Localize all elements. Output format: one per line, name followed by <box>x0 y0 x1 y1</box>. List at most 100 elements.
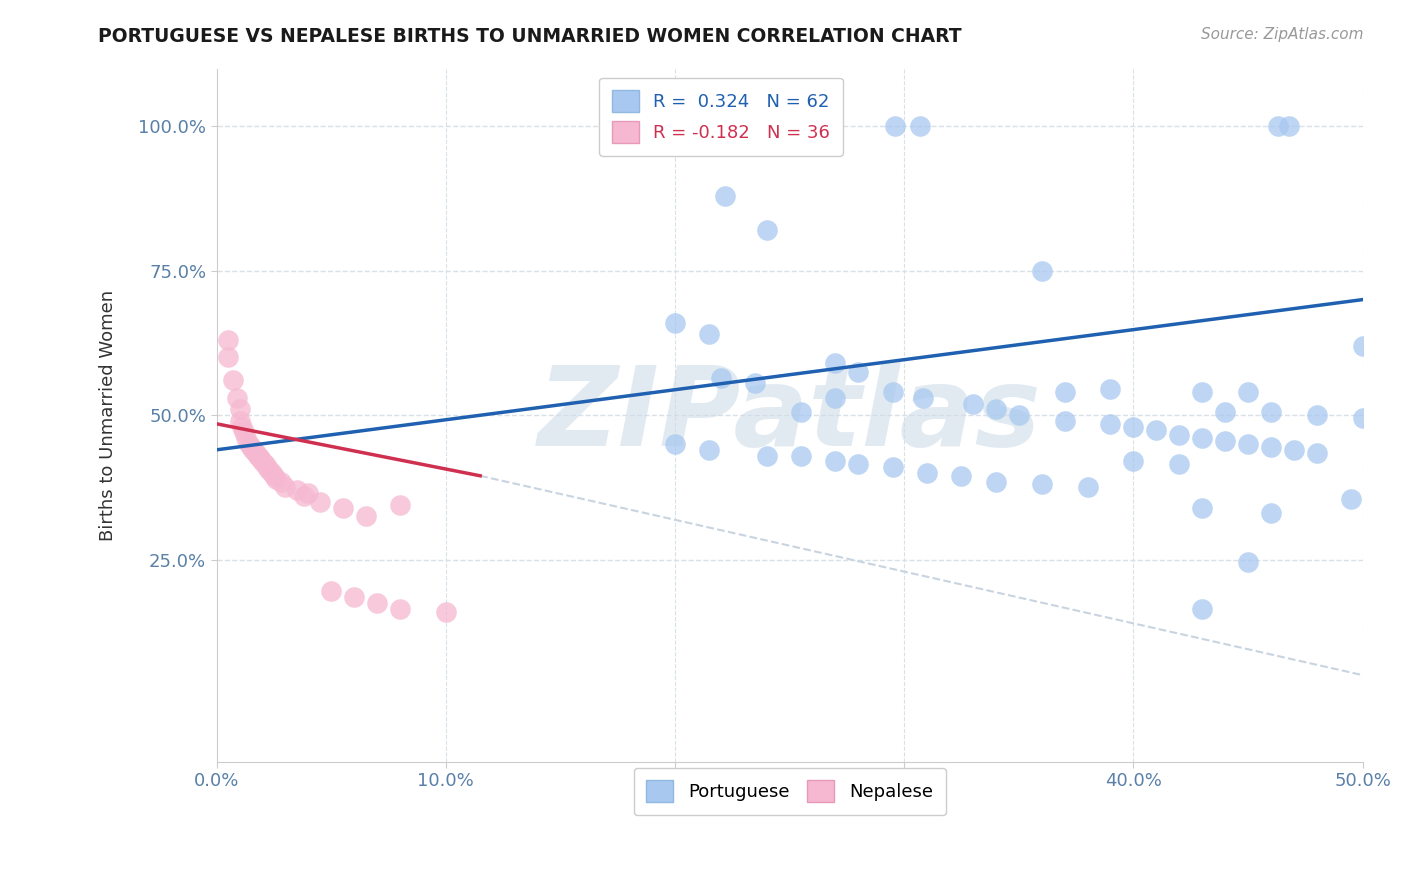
Point <box>263 468 285 483</box>
Point <box>1031 477 1053 491</box>
Point <box>249 451 271 466</box>
Point <box>984 402 1007 417</box>
Point <box>1351 339 1374 353</box>
Point <box>217 351 239 365</box>
Point <box>1008 408 1031 422</box>
Point <box>245 446 267 460</box>
Point <box>1144 423 1167 437</box>
Point <box>242 442 264 457</box>
Point <box>790 405 813 419</box>
Point <box>1398 351 1406 365</box>
Point <box>259 463 281 477</box>
Point <box>228 414 250 428</box>
Point <box>884 120 907 134</box>
Point <box>755 223 778 237</box>
Point <box>846 457 869 471</box>
Point <box>984 475 1007 489</box>
Point <box>1053 414 1076 428</box>
Point <box>228 402 250 417</box>
Y-axis label: Births to Unmarried Women: Births to Unmarried Women <box>100 290 117 541</box>
Point <box>264 472 287 486</box>
Point <box>1053 385 1076 400</box>
Point <box>217 333 239 347</box>
Point <box>664 316 686 330</box>
Point <box>308 495 330 509</box>
Point <box>824 454 846 468</box>
Point <box>1099 417 1122 431</box>
Point <box>911 391 934 405</box>
Point <box>1168 457 1191 471</box>
Point <box>1076 480 1098 494</box>
Point <box>240 440 263 454</box>
Point <box>824 391 846 405</box>
Point <box>1351 411 1374 425</box>
Point <box>1122 419 1144 434</box>
Point <box>1306 446 1329 460</box>
Point <box>908 120 931 134</box>
Text: ZIPatlas: ZIPatlas <box>537 361 1042 468</box>
Point <box>238 437 260 451</box>
Point <box>260 466 283 480</box>
Point <box>846 365 869 379</box>
Point <box>882 385 904 400</box>
Point <box>1191 500 1213 515</box>
Point <box>962 396 984 410</box>
Point <box>253 457 276 471</box>
Point <box>1213 434 1236 449</box>
Point <box>1278 120 1301 134</box>
Point <box>714 188 737 202</box>
Point <box>1237 385 1260 400</box>
Point <box>246 449 269 463</box>
Point <box>1260 440 1282 454</box>
Text: PORTUGUESE VS NEPALESE BIRTHS TO UNMARRIED WOMEN CORRELATION CHART: PORTUGUESE VS NEPALESE BIRTHS TO UNMARRI… <box>98 27 962 45</box>
Point <box>270 475 292 489</box>
Point <box>915 466 938 480</box>
Point <box>252 454 274 468</box>
Point <box>1260 507 1282 521</box>
Point <box>790 449 813 463</box>
Point <box>1031 263 1053 277</box>
Point <box>1168 428 1191 442</box>
Point <box>235 431 257 445</box>
Point <box>1191 385 1213 400</box>
Point <box>354 509 377 524</box>
Point <box>388 498 411 512</box>
Point <box>664 437 686 451</box>
Point <box>744 376 766 391</box>
Point <box>1237 556 1260 570</box>
Point <box>1260 405 1282 419</box>
Point <box>256 460 278 475</box>
Text: Source: ZipAtlas.com: Source: ZipAtlas.com <box>1201 27 1364 42</box>
Point <box>231 419 253 434</box>
Point <box>221 374 243 388</box>
Point <box>274 480 297 494</box>
Legend: Portuguese, Nepalese: Portuguese, Nepalese <box>634 768 945 815</box>
Point <box>1306 408 1329 422</box>
Point <box>1213 405 1236 419</box>
Point <box>388 601 411 615</box>
Point <box>1191 601 1213 615</box>
Point <box>699 442 721 457</box>
Point <box>285 483 308 498</box>
Point <box>710 370 733 384</box>
Point <box>882 460 904 475</box>
Point <box>1267 120 1289 134</box>
Point <box>1099 382 1122 396</box>
Point <box>321 584 343 599</box>
Point <box>950 468 973 483</box>
Point <box>824 356 846 370</box>
Point <box>226 391 249 405</box>
Point <box>332 500 354 515</box>
Point <box>1282 442 1305 457</box>
Point <box>1237 437 1260 451</box>
Point <box>1340 491 1362 506</box>
Point <box>297 486 319 500</box>
Point <box>1191 431 1213 445</box>
Point <box>755 449 778 463</box>
Point <box>1122 454 1144 468</box>
Point <box>434 605 457 619</box>
Point <box>366 596 388 610</box>
Point <box>292 489 315 503</box>
Point <box>343 590 366 604</box>
Point <box>233 425 256 440</box>
